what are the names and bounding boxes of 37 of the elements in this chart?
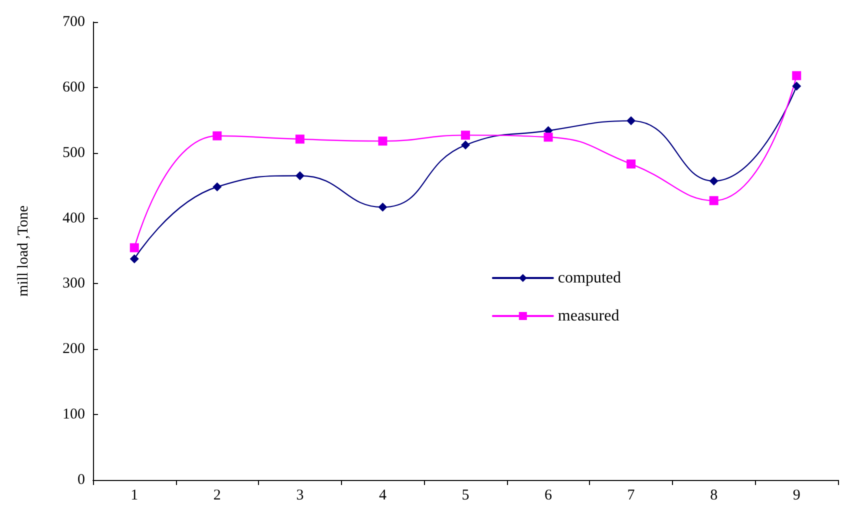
point (626, 159, 636, 168)
legend-label: computed (558, 270, 621, 286)
point (295, 134, 304, 144)
point (378, 202, 388, 212)
y-tick-label: 500 (62, 144, 85, 161)
point (626, 116, 636, 126)
point (792, 71, 802, 80)
y-tick-label: 0 (78, 472, 85, 488)
y-tick-label: 600 (62, 79, 85, 96)
y-tick-label: 400 (62, 210, 85, 226)
y-tick-label: 200 (62, 341, 85, 358)
y-tick-label: 100 (62, 406, 85, 423)
point (378, 136, 388, 146)
x-tick-label: 1 (130, 488, 138, 504)
y-tick-label: 300 (62, 276, 85, 292)
x-tick-label: 3 (296, 488, 304, 504)
point (212, 182, 222, 192)
point (709, 196, 718, 206)
y-axis-title: mill load ,Tone (16, 205, 32, 297)
point (461, 140, 470, 150)
x-tick-label: 5 (462, 488, 470, 504)
point (544, 132, 553, 142)
x-tick-label: 4 (378, 488, 387, 504)
point (130, 243, 139, 252)
x-tick-label: 6 (544, 488, 553, 504)
x-tick-label: 9 (792, 488, 800, 504)
legend-label: measured (558, 308, 620, 324)
point (461, 130, 470, 140)
point (709, 176, 718, 186)
x-tick-label: 2 (213, 488, 221, 504)
point (130, 254, 139, 264)
point (212, 131, 222, 140)
point (295, 171, 304, 180)
y-tick-label: 700 (62, 14, 85, 30)
x-tick-label: 8 (710, 488, 718, 504)
x-tick-label: 7 (627, 488, 636, 504)
point (792, 82, 802, 91)
